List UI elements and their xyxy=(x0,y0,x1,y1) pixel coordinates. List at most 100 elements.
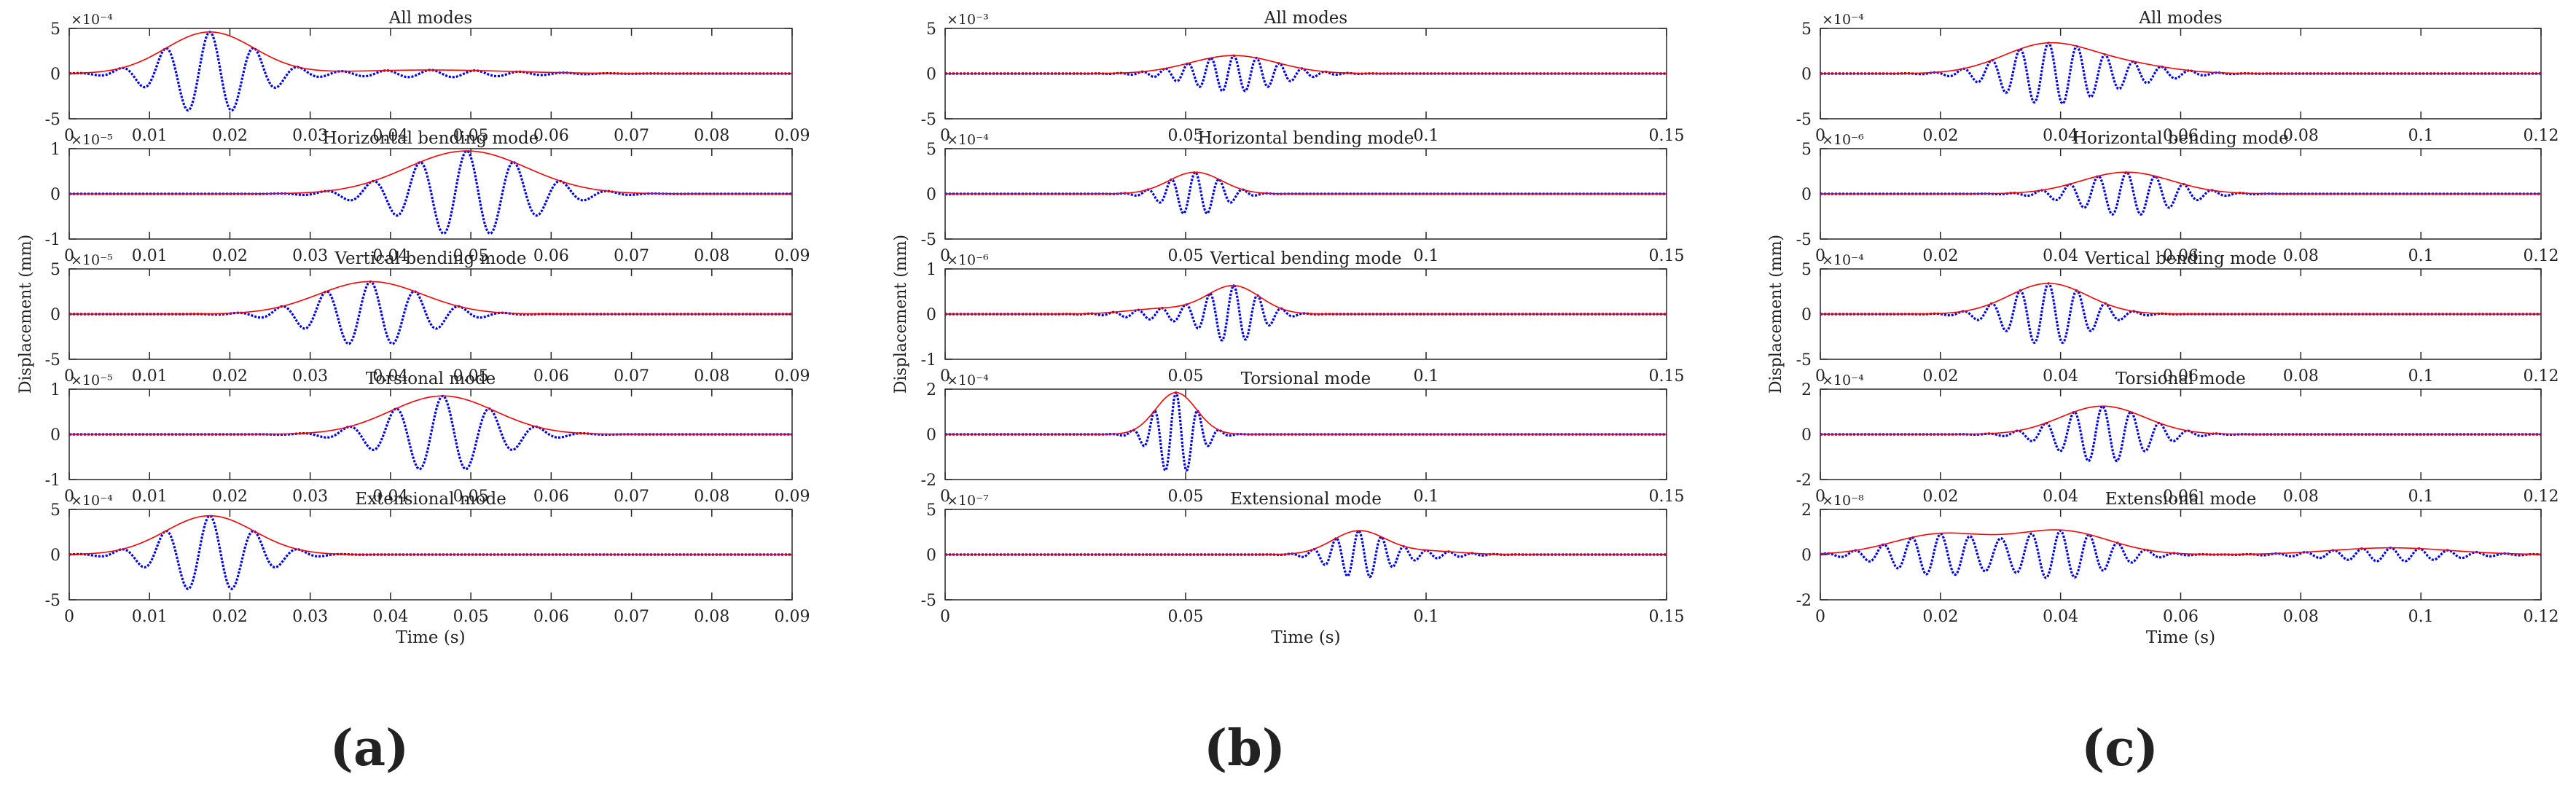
subplot-title: Extensional mode xyxy=(1230,490,1382,509)
x-tick-label: 0.03 xyxy=(292,608,328,626)
x-tick-label: 0 xyxy=(64,488,74,506)
x-tick-label: 0.03 xyxy=(292,488,328,506)
y-exponent-label: ×10⁻⁴ xyxy=(71,12,113,28)
subplot-title: Torsional mode xyxy=(1241,369,1371,388)
panel-label: (a) xyxy=(330,719,409,778)
x-axis-label: Time (s) xyxy=(2146,628,2215,647)
x-tick-label: 0.02 xyxy=(1922,247,1958,265)
envelope-line xyxy=(68,515,792,555)
x-tick-label: 0.08 xyxy=(2283,127,2319,145)
x-tick-label: 0.04 xyxy=(372,608,408,626)
x-tick-label: 0.04 xyxy=(372,127,408,145)
subplot-title: All modes xyxy=(1264,9,1347,28)
x-tick-label: 0.12 xyxy=(2524,488,2559,506)
subplot-title: Torsional mode xyxy=(366,369,496,388)
y-tick-label: 0 xyxy=(1801,186,1812,204)
subplot-title: Horizontal bending mode xyxy=(323,129,539,148)
subplot-title: Vertical bending mode xyxy=(334,249,526,268)
y-exponent-label: ×10⁻⁶ xyxy=(947,252,989,268)
envelope-line xyxy=(945,530,1667,555)
x-tick-label: 0.08 xyxy=(694,488,729,506)
subplot-title: Horizontal bending mode xyxy=(1198,129,1414,148)
x-tick-label: 0 xyxy=(1815,247,1825,265)
subplot-title: Horizontal bending mode xyxy=(2072,129,2289,148)
x-tick-label: 0.12 xyxy=(2524,127,2559,145)
x-tick-label: 0.1 xyxy=(1414,608,1439,626)
x-tick-label: 0.09 xyxy=(775,488,810,506)
subplot-title: All modes xyxy=(2138,9,2222,28)
y-axis-label: Displacement (mm) xyxy=(892,235,910,394)
x-tick-label: 0.09 xyxy=(775,367,810,386)
y-tick-label: -5 xyxy=(45,592,60,610)
y-tick-label: 5 xyxy=(926,501,936,520)
x-tick-label: 0.06 xyxy=(2163,127,2199,145)
subplot-title: All modes xyxy=(388,9,472,28)
x-tick-label: 0.1 xyxy=(2408,367,2434,386)
y-tick-label: 0 xyxy=(1801,426,1812,445)
x-tick-label: 0 xyxy=(1815,367,1825,386)
x-tick-label: 0.04 xyxy=(372,367,408,386)
envelope-line xyxy=(1820,529,2542,555)
x-tick-label: 0 xyxy=(940,488,950,506)
x-tick-label: 0.15 xyxy=(1649,127,1685,145)
x-tick-label: 0.08 xyxy=(2283,247,2319,265)
x-tick-label: 0.15 xyxy=(1649,488,1685,506)
y-tick-label: 0 xyxy=(926,547,936,565)
y-axis-label: Displacement (mm) xyxy=(1767,235,1785,394)
x-tick-label: 0.05 xyxy=(1168,247,1204,265)
x-tick-label: 0.15 xyxy=(1649,247,1685,265)
y-tick-label: 0 xyxy=(1801,547,1812,565)
envelope-line xyxy=(69,150,792,195)
x-tick-label: 0.12 xyxy=(2524,247,2559,265)
subplot-title: Vertical bending mode xyxy=(2084,249,2276,268)
x-tick-label: 0.06 xyxy=(533,488,569,506)
y-tick-label: -1 xyxy=(921,351,936,369)
x-tick-label: 0.06 xyxy=(2163,247,2199,265)
y-tick-label: -1 xyxy=(45,231,60,249)
y-exponent-label: ×10⁻³ xyxy=(947,12,989,28)
y-tick-label: 5 xyxy=(50,261,60,279)
x-tick-label: 0.06 xyxy=(2163,488,2199,506)
x-tick-label: 0.15 xyxy=(1649,367,1685,386)
x-axis-label: Time (s) xyxy=(396,628,465,647)
x-tick-label: 0.03 xyxy=(292,127,328,145)
x-tick-label: 0.02 xyxy=(1922,367,1958,386)
y-exponent-label: ×10⁻⁵ xyxy=(71,372,113,388)
y-tick-label: -2 xyxy=(1796,592,1812,610)
panel-label: (b) xyxy=(1204,719,1285,778)
y-tick-label: 5 xyxy=(50,501,60,520)
x-tick-label: 0.09 xyxy=(775,127,810,145)
y-axis-label: Displacement (mm) xyxy=(17,235,35,394)
x-tick-label: 0.07 xyxy=(614,127,649,145)
x-tick-label: 0.02 xyxy=(212,488,248,506)
x-tick-label: 0.05 xyxy=(453,488,489,506)
x-tick-label: 0.04 xyxy=(372,488,408,506)
envelope-line xyxy=(69,395,792,435)
x-tick-label: 0.08 xyxy=(694,367,729,386)
y-tick-label: 0 xyxy=(926,66,936,84)
x-tick-label: 0 xyxy=(940,247,950,265)
x-tick-label: 0.08 xyxy=(2283,608,2319,626)
x-tick-label: 0.08 xyxy=(694,608,729,626)
y-tick-label: 0 xyxy=(1801,66,1812,84)
y-tick-label: 0 xyxy=(50,547,60,565)
y-tick-label: 5 xyxy=(1801,261,1812,279)
y-tick-label: -5 xyxy=(921,592,936,610)
x-tick-label: 0 xyxy=(1815,127,1825,145)
y-exponent-label: ×10⁻⁵ xyxy=(71,252,113,268)
x-axis-label: Time (s) xyxy=(1271,628,1340,647)
y-tick-label: 0 xyxy=(50,66,60,84)
y-tick-label: -5 xyxy=(921,231,936,249)
x-tick-label: 0 xyxy=(64,247,74,265)
x-tick-label: 0.07 xyxy=(614,367,649,386)
x-tick-label: 0.01 xyxy=(132,127,168,145)
y-exponent-label: ×10⁻⁴ xyxy=(71,493,113,509)
y-tick-label: -5 xyxy=(45,351,60,369)
x-tick-label: 0.1 xyxy=(1414,127,1439,145)
